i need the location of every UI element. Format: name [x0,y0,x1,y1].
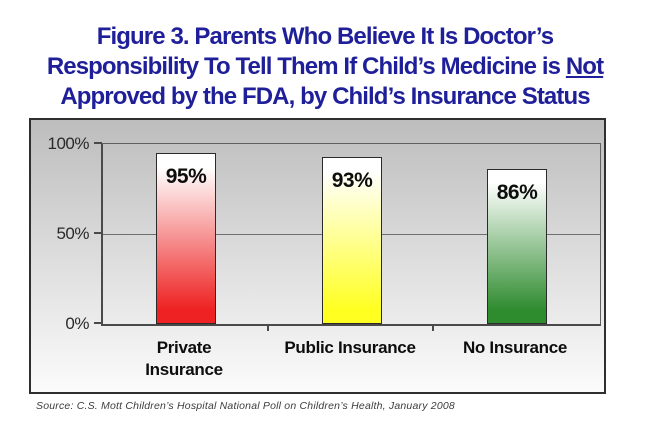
figure-title: Figure 3. Parents Who Believe It Is Doct… [0,22,650,112]
x-axis-tick [432,325,434,331]
title-line-1: Figure 3. Parents Who Believe It Is Doct… [96,23,554,50]
category-label: No Insurance [462,338,568,357]
bar-value-label: 95% [165,165,207,188]
title-line-2: Responsibility To Tell Them If Child’s M… [46,53,566,80]
bar-public-insurance: 93% [322,157,382,324]
y-axis-tick [94,232,102,234]
y-axis-label-50: 50% [56,224,89,243]
title-underlined-word: Not [565,53,604,80]
category-label: Public Insurance [284,338,416,357]
y-axis-label-0: 0% [65,314,89,333]
chart-area: 95% 93% 86% Private Insurance Public Insura… [29,118,606,394]
y-axis-label-100: 100% [47,134,90,153]
bar-value-label: 93% [331,169,373,192]
plot-area: 95% 93% 86% [101,143,601,326]
bar-value-label: 86% [496,181,538,204]
x-axis-tick [267,325,269,331]
bar-private-insurance: 95% [156,153,216,324]
y-axis-tick [94,322,102,324]
category-label: Private Insurance [145,338,223,379]
y-axis-tick [94,142,102,144]
title-line-3: Approved by the FDA, by Child’s Insuranc… [60,83,590,110]
source-note: Source: C.S. Mott Children’s Hospital Na… [36,400,455,412]
bar-no-insurance: 86% [487,169,547,324]
